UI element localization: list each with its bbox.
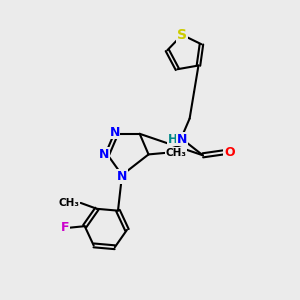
Text: N: N <box>110 126 120 139</box>
Text: O: O <box>224 146 235 159</box>
Text: CH₃: CH₃ <box>58 198 79 208</box>
Text: N: N <box>177 133 188 146</box>
Text: H: H <box>168 133 178 146</box>
Text: N: N <box>117 170 127 183</box>
Text: F: F <box>60 221 69 234</box>
Text: CH₃: CH₃ <box>165 148 186 158</box>
Text: N: N <box>99 148 109 161</box>
Text: S: S <box>177 28 187 42</box>
